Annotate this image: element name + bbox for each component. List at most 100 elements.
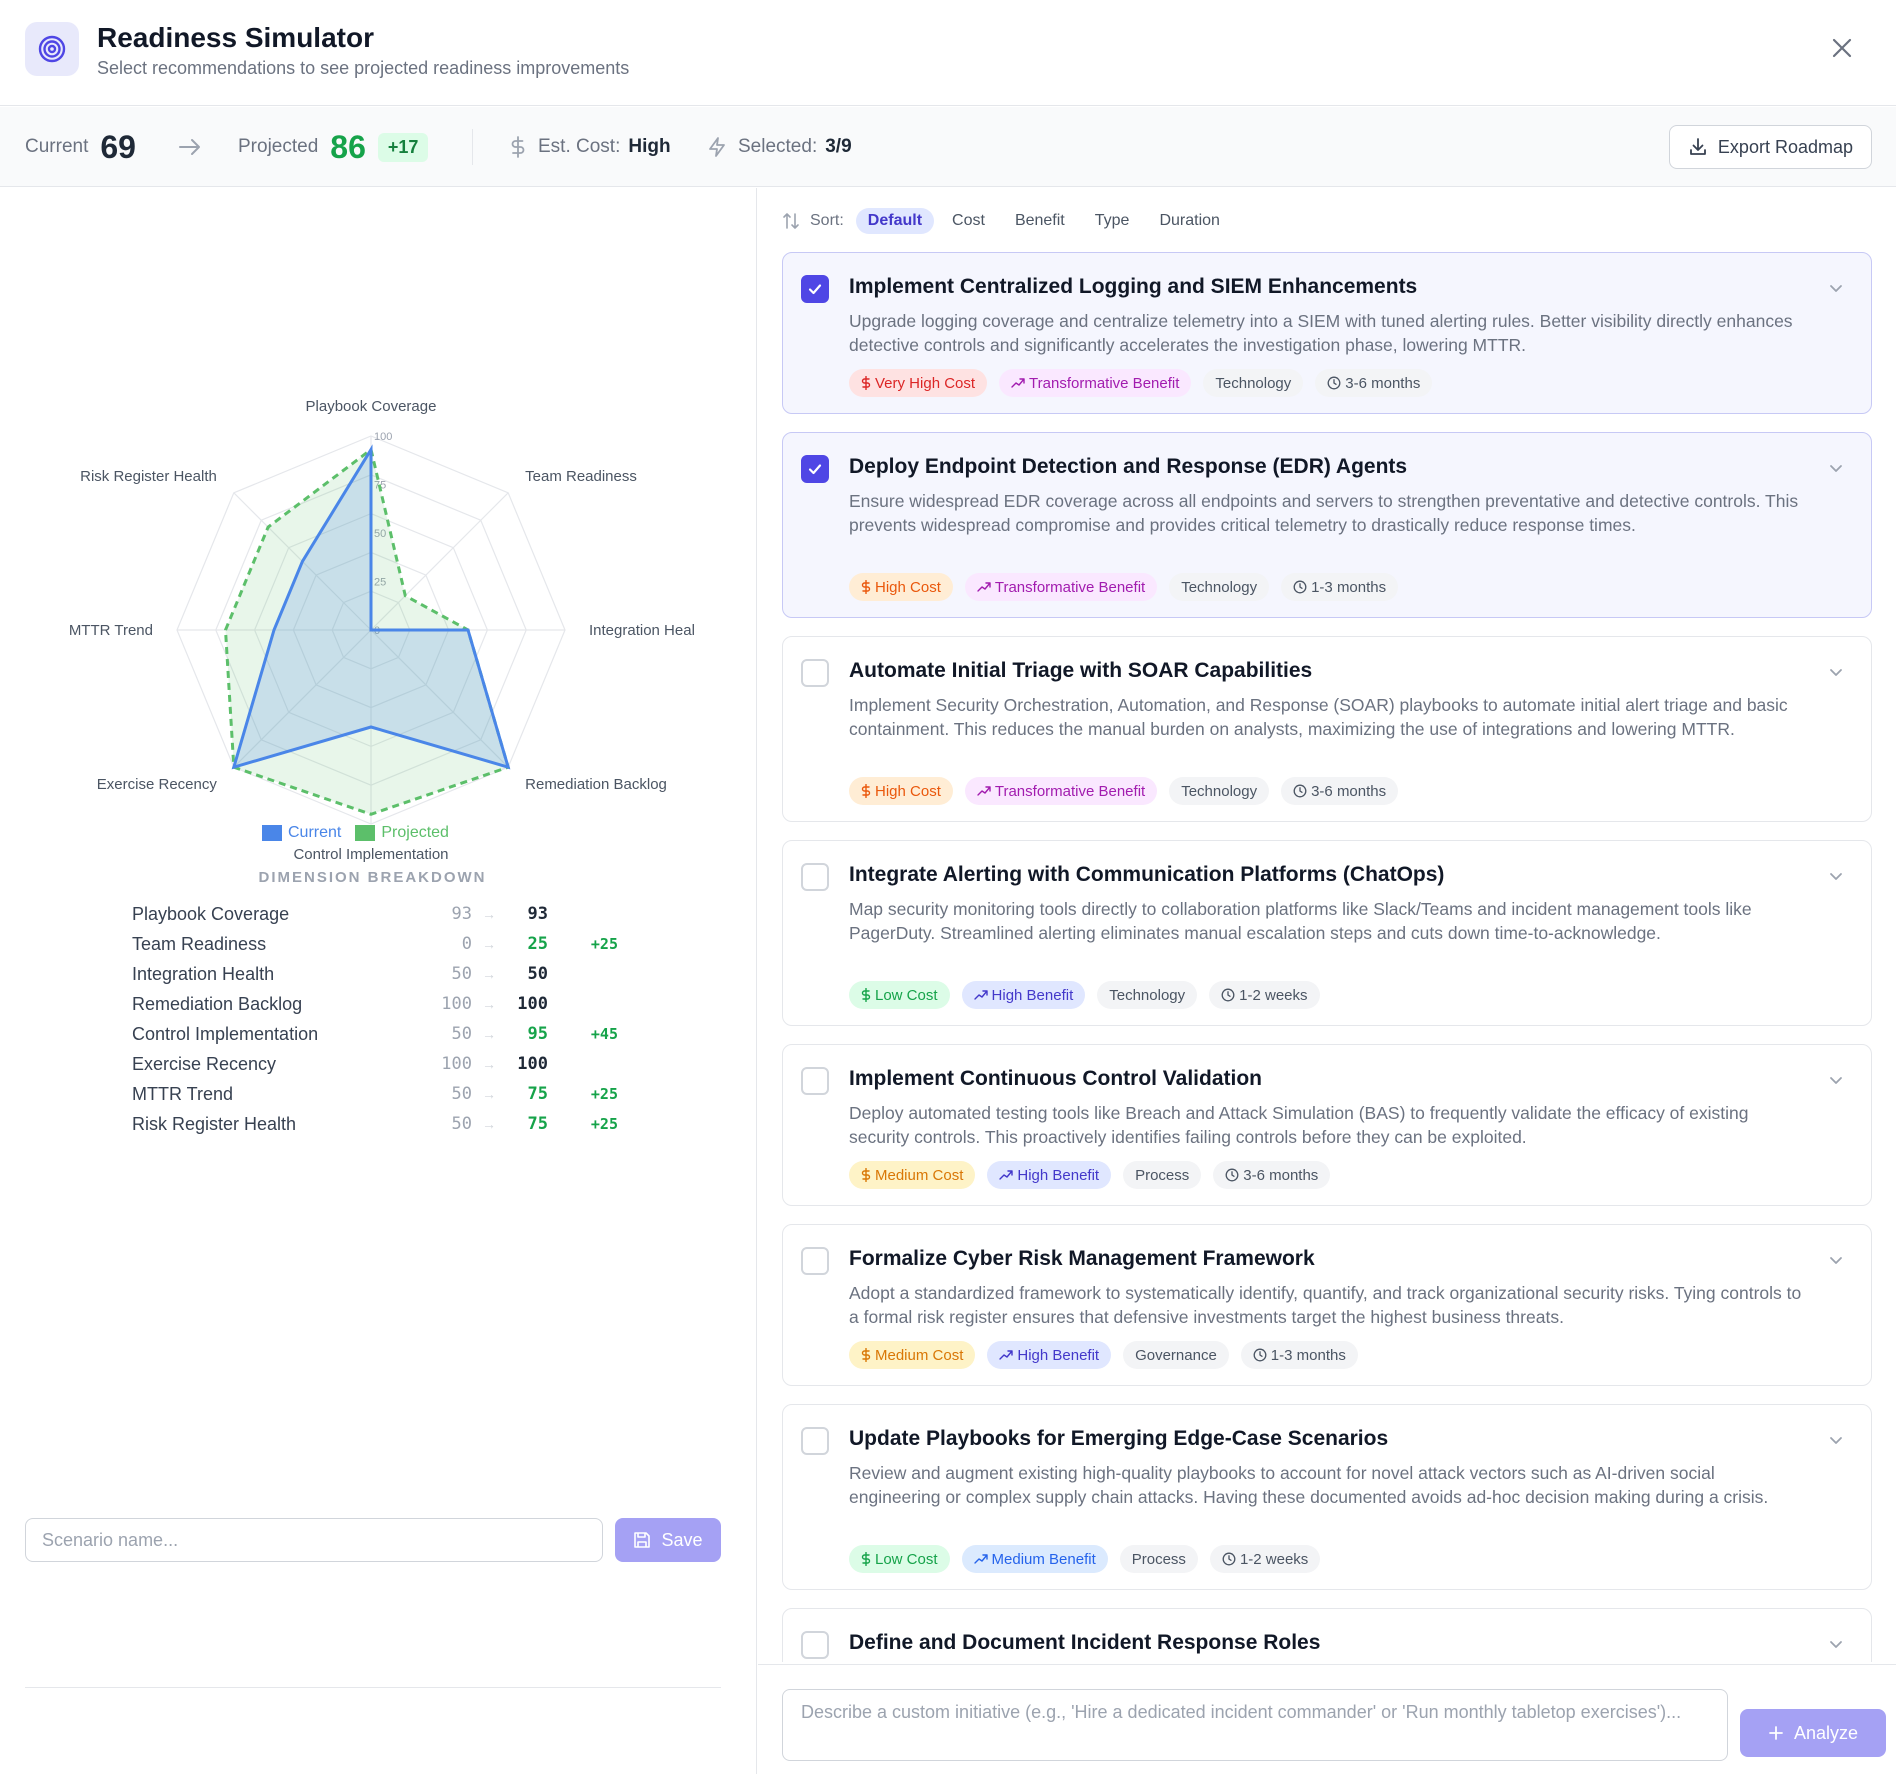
current-score: Current 69 bbox=[25, 107, 136, 187]
recommendation-tags: Low Cost High Benefit Technology 1-2 weeks bbox=[849, 981, 1320, 1009]
type-badge: Technology bbox=[1097, 981, 1198, 1009]
cost-badge-label: Low Cost bbox=[875, 986, 938, 1004]
radar-axis-label: Playbook Coverage bbox=[306, 398, 437, 415]
custom-initiative-input[interactable] bbox=[782, 1689, 1728, 1761]
dollar-icon bbox=[861, 1168, 871, 1182]
type-badge: Process bbox=[1123, 1161, 1202, 1189]
dimension-current: 100 bbox=[441, 994, 472, 1014]
recommendation-checkbox[interactable] bbox=[801, 863, 829, 891]
legend-label-current: Current bbox=[288, 824, 342, 841]
trending-up-icon bbox=[999, 1169, 1014, 1181]
type-badge: Process bbox=[1119, 1545, 1198, 1573]
recommendation-title: Implement Centralized Logging and SIEM E… bbox=[849, 275, 1418, 298]
cost-label: Est. Cost: bbox=[538, 136, 621, 157]
recommendation-checkbox[interactable] bbox=[801, 1247, 829, 1275]
duration-badge: 1-2 weeks bbox=[1209, 1545, 1321, 1573]
est-cost: Est. Cost: High bbox=[508, 107, 671, 187]
benefit-badge: High Benefit bbox=[961, 981, 1086, 1009]
sort-option-benefit[interactable]: Benefit bbox=[1014, 212, 1065, 229]
target-icon bbox=[25, 22, 79, 76]
recommendation-card[interactable]: Automate Initial Triage with SOAR Capabi… bbox=[782, 636, 1872, 822]
recommendation-title: Update Playbooks for Emerging Edge-Case … bbox=[849, 1427, 1389, 1450]
check-icon bbox=[808, 464, 822, 475]
radar-axis-label: Team Readiness bbox=[525, 468, 637, 485]
analyze-button[interactable]: Analyze bbox=[1740, 1709, 1886, 1757]
recommendation-title: Define and Document Incident Response Ro… bbox=[849, 1631, 1321, 1654]
recommendation-checkbox[interactable] bbox=[801, 659, 829, 687]
sort-bar: Sort: Default Cost Benefit Type Duration bbox=[782, 206, 1232, 236]
recommendation-checkbox[interactable] bbox=[801, 1067, 829, 1095]
cost-badge-label: Medium Cost bbox=[875, 1346, 964, 1364]
dimension-projected: 75 bbox=[527, 1084, 548, 1104]
recommendation-card[interactable]: Implement Continuous Control Validation D… bbox=[782, 1044, 1872, 1206]
recommendation-title: Automate Initial Triage with SOAR Capabi… bbox=[849, 659, 1313, 682]
benefit-badge-label: High Benefit bbox=[1017, 1346, 1100, 1364]
recommendation-list: Implement Centralized Logging and SIEM E… bbox=[782, 252, 1872, 1662]
projected-value: 86 bbox=[330, 128, 366, 165]
left-panel: 0 25 50 75 100 Playbook Coverage Team Readines… bbox=[0, 188, 757, 1774]
dollar-icon bbox=[861, 376, 871, 390]
chevron-down-icon[interactable] bbox=[1827, 1635, 1845, 1653]
recommendation-tags: Medium Cost High Benefit Process 3-6 months bbox=[849, 1161, 1331, 1189]
recommendation-card[interactable]: Update Playbooks for Emerging Edge-Case … bbox=[782, 1404, 1872, 1590]
sort-option-type[interactable]: Type bbox=[1094, 212, 1130, 229]
chevron-down-icon[interactable] bbox=[1827, 459, 1845, 477]
scenario-name-input[interactable] bbox=[25, 1518, 603, 1562]
projected-score: Projected 86 +17 bbox=[238, 107, 429, 187]
chart-legend: Current Projected bbox=[262, 824, 449, 842]
recommendation-checkbox[interactable] bbox=[801, 1427, 829, 1455]
duration-badge-label: 1-2 weeks bbox=[1239, 986, 1308, 1004]
dimension-current: 93 bbox=[451, 904, 472, 924]
benefit-badge-label: Transformative Benefit bbox=[994, 782, 1146, 800]
recommendation-card[interactable]: Deploy Endpoint Detection and Response (… bbox=[782, 432, 1872, 618]
radar-series-projected bbox=[223, 446, 511, 816]
chevron-down-icon[interactable] bbox=[1827, 867, 1845, 885]
export-roadmap-button[interactable]: Export Roadmap bbox=[1668, 125, 1872, 169]
sort-option-default[interactable]: Default bbox=[855, 208, 935, 234]
chevron-down-icon[interactable] bbox=[1827, 663, 1845, 681]
dimension-projected: 50 bbox=[527, 964, 548, 984]
right-panel: Sort: Default Cost Benefit Type Duration… bbox=[758, 188, 1896, 1774]
clock-icon bbox=[1293, 784, 1307, 798]
dollar-icon bbox=[861, 988, 871, 1002]
legend-item-projected: Projected bbox=[355, 824, 449, 842]
recommendation-title: Implement Continuous Control Validation bbox=[849, 1067, 1262, 1090]
selected-count: Selected: 3/9 bbox=[706, 107, 852, 187]
stats-bar: Current 69 Projected 86 +17 Est. Cost: H… bbox=[0, 107, 1896, 187]
radar-axis-label: Exercise Recency bbox=[97, 776, 218, 793]
recommendation-checkbox[interactable] bbox=[801, 1631, 829, 1659]
radar-series-current bbox=[231, 444, 511, 770]
plus-icon bbox=[1769, 1726, 1783, 1740]
benefit-badge: Medium Benefit bbox=[961, 1545, 1108, 1573]
dollar-icon bbox=[511, 136, 525, 158]
recommendation-checkbox[interactable] bbox=[801, 275, 829, 303]
save-scenario-button[interactable]: Save bbox=[615, 1518, 721, 1562]
current-label: Current bbox=[25, 136, 89, 157]
radar-spoke bbox=[370, 629, 509, 768]
dimension-breakdown: Playbook Coverage 93 → 93 Team Readiness 0 → 25… bbox=[132, 899, 652, 1139]
dimension-current: 50 bbox=[451, 1084, 472, 1104]
chevron-down-icon[interactable] bbox=[1827, 1251, 1845, 1269]
recommendation-tags: Very High Cost Transformative Benefit Tech… bbox=[849, 369, 1433, 397]
dimension-projected: 100 bbox=[517, 994, 548, 1014]
sort-option-duration[interactable]: Duration bbox=[1159, 212, 1220, 229]
recommendation-card[interactable]: Implement Centralized Logging and SIEM E… bbox=[782, 252, 1872, 414]
chevron-down-icon[interactable] bbox=[1827, 1071, 1845, 1089]
dimension-projected: 100 bbox=[517, 1054, 548, 1074]
projected-label: Projected bbox=[238, 136, 319, 157]
chevron-down-icon[interactable] bbox=[1827, 1431, 1845, 1449]
projected-delta-badge: +17 bbox=[377, 132, 429, 162]
duration-badge: 1-3 months bbox=[1281, 573, 1399, 601]
close-button[interactable] bbox=[1826, 32, 1858, 64]
dimension-projected: 75 bbox=[527, 1114, 548, 1134]
type-badge: Technology bbox=[1203, 369, 1304, 397]
recommendation-card[interactable]: Integrate Alerting with Communication Pl… bbox=[782, 840, 1872, 1026]
recommendation-card[interactable]: Formalize Cyber Risk Management Framewor… bbox=[782, 1224, 1872, 1386]
recommendation-card[interactable]: Define and Document Incident Response Ro… bbox=[782, 1608, 1872, 1662]
chevron-down-icon[interactable] bbox=[1827, 279, 1845, 297]
sort-option-cost[interactable]: Cost bbox=[952, 212, 985, 229]
duration-badge: 1-3 months bbox=[1240, 1341, 1358, 1369]
clock-icon bbox=[1253, 1348, 1267, 1362]
recommendation-checkbox[interactable] bbox=[801, 455, 829, 483]
dimension-row: Integration Health 50 → 50 bbox=[132, 959, 652, 989]
